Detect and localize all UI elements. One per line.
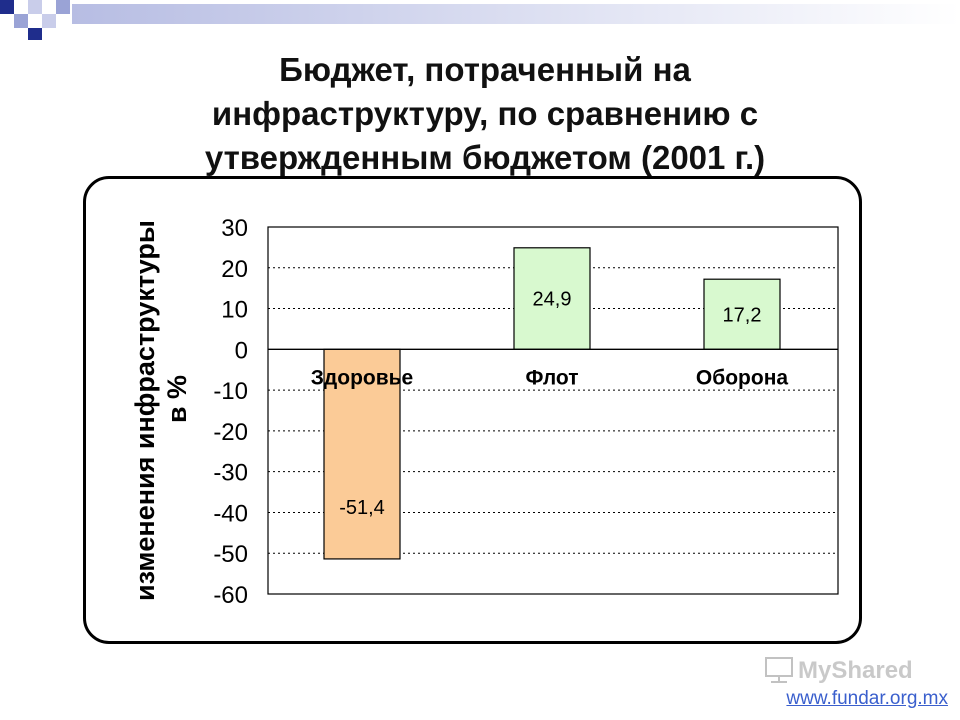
watermark-text: MyShared xyxy=(798,657,913,684)
source-link[interactable]: www.fundar.org.mx xyxy=(786,688,948,709)
y-tick-label: -10 xyxy=(213,378,248,405)
y-axis-label: в % xyxy=(162,375,192,423)
bar xyxy=(703,278,781,350)
bar xyxy=(323,348,401,560)
bar xyxy=(513,247,591,350)
monitor-icon xyxy=(765,657,793,683)
y-tick-label: -60 xyxy=(213,582,248,609)
value-label: -51,4 xyxy=(339,497,385,519)
deco-square xyxy=(28,0,42,14)
deco-square xyxy=(14,14,28,28)
y-tick-label: 10 xyxy=(221,297,248,324)
myshared-watermark: MyShared xyxy=(765,657,913,684)
corner-decoration xyxy=(0,0,960,40)
deco-square xyxy=(0,0,14,14)
category-label: Флот xyxy=(525,366,578,389)
y-tick-label: 20 xyxy=(221,256,248,283)
title-line: Бюджет, потраченный на xyxy=(279,51,691,88)
category-label: Оборона xyxy=(696,366,788,389)
bar-chart: 30 20 10 0 -10 -20 -30 -40 -50 -60 Здоровье Флот Обо… xyxy=(130,215,839,609)
y-tick-label: 30 xyxy=(221,215,248,242)
slide-title: Бюджет, потраченный на инфраструктуру, п… xyxy=(120,48,850,180)
value-label: 17,2 xyxy=(723,304,762,326)
y-tick-label: -20 xyxy=(213,419,248,446)
y-axis-label: изменения инфраструктуры xyxy=(130,220,160,601)
y-tick-label: -50 xyxy=(213,541,248,568)
deco-square xyxy=(42,14,56,28)
value-label: 24,9 xyxy=(533,289,572,311)
category-label: Здоровье xyxy=(311,366,413,389)
y-tick-label: -30 xyxy=(213,460,248,487)
y-tick-label: -40 xyxy=(213,500,248,527)
deco-square xyxy=(56,0,70,14)
title-line: утвержденным бюджетом (2001 г.) xyxy=(204,139,766,176)
title-line: инфраструктуру, по сравнению с xyxy=(211,95,759,132)
deco-square xyxy=(28,28,42,40)
y-tick-label: 0 xyxy=(235,337,248,364)
header-band xyxy=(72,4,960,24)
chart-frame: 30 20 10 0 -10 -20 -30 -40 -50 -60 Здоровье Флот Обо… xyxy=(83,176,862,644)
